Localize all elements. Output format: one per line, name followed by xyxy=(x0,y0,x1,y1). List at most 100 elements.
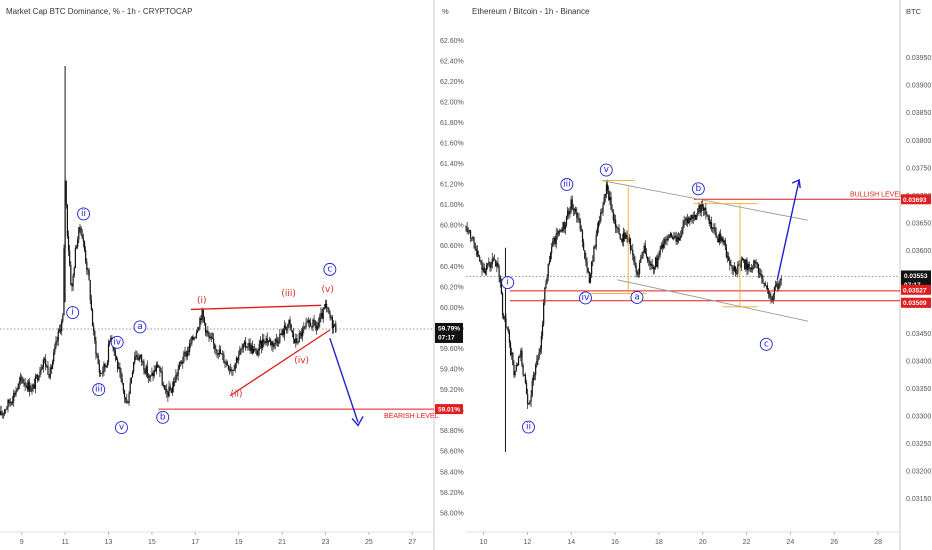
candle-body xyxy=(707,215,709,217)
candle-body xyxy=(653,267,656,270)
candle-body xyxy=(624,232,626,239)
candle-body xyxy=(190,343,192,345)
candle-body xyxy=(576,211,578,218)
channel-line xyxy=(617,279,809,322)
candle-body xyxy=(119,367,121,373)
candle-body xyxy=(115,355,118,360)
candle-body xyxy=(609,197,611,200)
candle-body xyxy=(8,399,10,404)
candle-body xyxy=(612,211,614,221)
wave-label: iii xyxy=(95,385,103,395)
candle-body xyxy=(54,347,56,353)
candle-body xyxy=(521,350,523,366)
candle-body xyxy=(698,205,700,209)
candle-body xyxy=(136,355,138,358)
y-tick-label: 59.60% xyxy=(440,346,464,353)
candle-body xyxy=(485,264,488,271)
y-tick-label: 0.03400 xyxy=(906,358,931,365)
candle-body xyxy=(729,260,731,266)
candle-body xyxy=(273,343,275,347)
candle-body xyxy=(513,364,515,376)
candle-body xyxy=(216,350,218,354)
x-tick-label: 18 xyxy=(655,539,663,546)
candle-body xyxy=(75,247,78,249)
candle-body xyxy=(330,317,332,319)
candle-body xyxy=(525,382,528,395)
candle-body xyxy=(468,230,471,232)
candle-body xyxy=(588,271,590,283)
candle-body xyxy=(163,385,166,390)
candle-body xyxy=(267,340,269,343)
wave-label: v xyxy=(119,423,125,433)
candle-body xyxy=(29,382,31,392)
x-tick-label: 20 xyxy=(699,539,707,546)
candle-body xyxy=(602,204,604,212)
candle-body xyxy=(0,411,1,416)
x-tick-label: 26 xyxy=(830,539,838,546)
candle-body xyxy=(661,244,664,248)
candle-body xyxy=(252,348,255,354)
candle-body xyxy=(280,333,282,335)
y-tick-label: 60.20% xyxy=(440,284,464,291)
candle-body xyxy=(633,255,635,262)
candle-body xyxy=(637,273,640,275)
candle-body xyxy=(721,237,723,241)
wave-circle xyxy=(133,320,147,334)
candle-body xyxy=(23,382,25,384)
candle-body xyxy=(303,327,305,329)
candle-body xyxy=(770,297,772,300)
candle-body xyxy=(742,258,745,261)
candle-body xyxy=(604,194,606,197)
candle-body xyxy=(553,237,555,241)
x-tick-label: 21 xyxy=(278,539,286,546)
candle-body xyxy=(299,332,301,334)
candle-body xyxy=(196,330,199,333)
candle-body xyxy=(114,350,116,356)
candle-body xyxy=(779,280,781,286)
level-tag-value: 0.03527 xyxy=(903,287,927,294)
candle-body xyxy=(530,395,532,402)
candle-body xyxy=(45,359,47,367)
candle-body xyxy=(731,265,733,269)
candle-body xyxy=(482,267,484,270)
y-tick-label: 0.03600 xyxy=(906,248,931,255)
candle-body xyxy=(683,220,685,226)
candle-body xyxy=(315,325,317,330)
candle-body xyxy=(694,214,697,220)
x-tick-label: 9 xyxy=(20,539,24,546)
y-tick-label: 0.03450 xyxy=(906,331,931,338)
candle-body xyxy=(734,266,737,274)
candle-body xyxy=(557,231,560,234)
candle-body xyxy=(18,381,21,384)
candle-body xyxy=(685,218,688,220)
candle-body xyxy=(21,377,23,379)
candle-body xyxy=(130,377,132,384)
candle-body xyxy=(24,383,26,386)
y-tick-label: 59.40% xyxy=(440,367,464,374)
candle-body xyxy=(171,387,174,393)
right-unit-label: BTC xyxy=(906,7,922,16)
candle-body xyxy=(157,364,159,368)
candle-body xyxy=(26,385,29,390)
wave-label: ii xyxy=(526,422,531,432)
candle-body xyxy=(39,371,41,377)
candle-body xyxy=(326,303,328,308)
candle-body xyxy=(732,268,734,271)
candle-body xyxy=(49,367,51,378)
candle-body xyxy=(649,261,651,266)
candle-body xyxy=(188,343,191,352)
candle-body xyxy=(515,364,517,372)
candle-body xyxy=(755,262,757,264)
candle-body xyxy=(677,237,680,241)
candle-body xyxy=(587,268,589,272)
level-tag-value: 0.03509 xyxy=(903,300,927,307)
candle-body xyxy=(59,329,62,332)
candle-body xyxy=(635,265,637,273)
current-price-tag xyxy=(435,322,463,343)
candle-body xyxy=(123,390,126,398)
candle-body xyxy=(65,180,67,205)
candle-body xyxy=(58,329,60,331)
candle-body xyxy=(53,352,55,362)
